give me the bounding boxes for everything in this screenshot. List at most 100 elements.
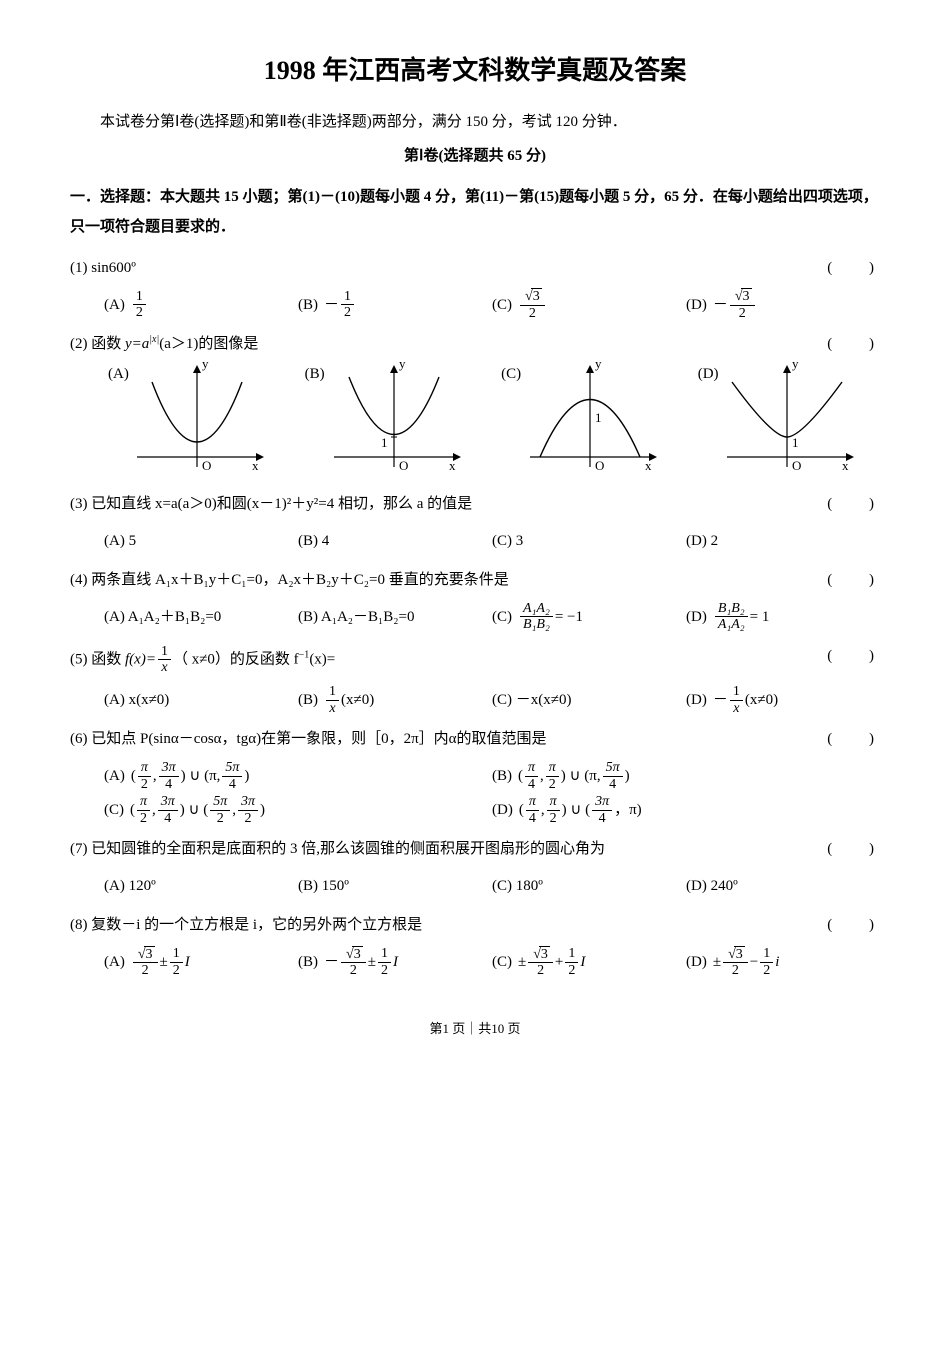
q7-opt-d: (D) 240º	[686, 869, 880, 903]
q2-b-label: (B)	[305, 362, 325, 386]
q1-stem-text: (1) sin600º	[70, 260, 136, 276]
q8cp: I	[580, 950, 585, 974]
q8ap: I	[185, 950, 190, 974]
q2-stem-sup: |x|	[149, 334, 159, 345]
q6c3d: 2	[210, 811, 230, 826]
q6b2d: 2	[546, 777, 559, 792]
q2-graph-d: (D) 1 y O x	[694, 362, 880, 482]
q5-b-label: (B)	[298, 688, 318, 712]
q6c3n: 5π	[210, 794, 230, 810]
svg-text:y: y	[792, 362, 799, 371]
q8br: 3	[352, 946, 363, 962]
q8cplus: +	[555, 950, 563, 974]
q2-d-label: (D)	[698, 362, 719, 386]
q6c2n: 3π	[158, 794, 178, 810]
q5-paren: ( )	[827, 644, 880, 668]
q7-opt-b: (B) 150º	[298, 869, 492, 903]
q6a3n: 5π	[222, 760, 242, 776]
question-3: (3) 已知直线 x=a(a＞0)和圆(x－1)²＋y²=4 相切，那么 a 的…	[70, 492, 880, 558]
q4-c-label: (C)	[492, 605, 512, 629]
q5-opt-d: (D) － 1x (x≠0)	[686, 683, 880, 717]
q8-opt-a: (A) 32 ± 12 I	[104, 945, 298, 979]
q4-opt-c: (C) A₁A₂B₁B₂ = −1	[492, 600, 686, 634]
q6b3d: 4	[603, 777, 623, 792]
q4-paren: ( )	[827, 568, 880, 592]
question-4: (4) 两条直线 A₁x＋B₁y＋C₁=0，A₂x＋B₂y＋C₂=0 垂直的充要…	[70, 568, 880, 634]
q7-opt-c: (C) 180º	[492, 869, 686, 903]
q4-c-post: = −1	[555, 605, 583, 629]
q1-opt-d: (D) － 32	[686, 288, 880, 322]
q8cpre: ±	[518, 950, 526, 974]
svg-text:O: O	[399, 458, 408, 473]
q4-c-den: B₁B₂	[520, 617, 553, 632]
q6-opt-d: (D) (π4,π2) ∪ (3π4，π)	[492, 793, 880, 827]
q6cm: ) ∪ (	[180, 798, 208, 822]
q3-opt-d: (D) 2	[686, 524, 880, 558]
q6dm: ) ∪ (	[562, 798, 590, 822]
q6c2d: 4	[158, 811, 178, 826]
q6ac: )	[244, 764, 249, 788]
q8bd: 2	[341, 963, 366, 978]
q8c2n: 1	[565, 946, 578, 962]
svg-text:x: x	[449, 458, 456, 473]
q4-d-label: (D)	[686, 605, 707, 629]
q6d3d: 4	[592, 811, 612, 826]
q6b1n: π	[525, 760, 538, 776]
q4-opt-a: (A) A₁A₂＋B₁B₂=0	[104, 600, 298, 634]
q6a1d: 2	[138, 777, 151, 792]
q6b3n: 5π	[603, 760, 623, 776]
q2-paren: ( )	[827, 332, 880, 356]
q6-opt-a: (A) (π2,3π4) ∪ (π,5π4)	[104, 759, 492, 793]
q5-fx: f(x)=	[125, 651, 156, 667]
q8bpm: ±	[368, 950, 376, 974]
q2-graphs: (A) y O x (B) 1 y	[104, 362, 880, 482]
q6a2n: 3π	[159, 760, 179, 776]
q6am: ) ∪ (π,	[181, 764, 221, 788]
q6cc: )	[260, 798, 265, 822]
page-footer: 第1 页｜共10 页	[70, 1019, 880, 1040]
q5-d-den: x	[730, 701, 743, 716]
q6d2n: π	[547, 794, 560, 810]
q6bc: )	[625, 764, 630, 788]
q8a2n: 1	[170, 946, 183, 962]
q5-b-den: x	[326, 701, 339, 716]
exam-subtitle: 本试卷分第Ⅰ卷(选择题)和第Ⅱ卷(非选择题)两部分，满分 150 分，考试 12…	[70, 110, 880, 134]
q4-opt-b: (B) A₁A₂－B₁B₂=0	[298, 600, 492, 634]
q5-opt-c: (C) －x(x≠0)	[492, 683, 686, 717]
svg-text:1: 1	[595, 410, 602, 425]
q4-d-den: A₁A₂	[715, 617, 748, 632]
svg-text:O: O	[202, 458, 211, 473]
q6-stem: (6) 已知点 P(sinα－cosα，tgα)在第一象限，则［0，2π］内α的…	[70, 727, 880, 751]
q5-stem-pre: (5) 函数	[70, 651, 125, 667]
q5-num: 1	[158, 644, 171, 660]
q6c4n: 3π	[238, 794, 258, 810]
q8bp: I	[393, 950, 398, 974]
q8b2n: 1	[378, 946, 391, 962]
q2-stem-post: (a＞1)的图像是	[159, 336, 258, 352]
svg-text:y: y	[595, 362, 602, 371]
q2-stem-pre: (2) 函数	[70, 336, 125, 352]
section-1-head: 一．选择题：本大题共 15 小题；第(1)－(10)题每小题 4 分，第(11)…	[70, 182, 880, 242]
q8-opt-b: (B) － 32 ± 12 I	[298, 945, 492, 979]
q8ad: 2	[133, 963, 158, 978]
q8dd: 2	[723, 963, 748, 978]
svg-text:1: 1	[381, 435, 388, 450]
q6bm: ) ∪ (π,	[561, 764, 601, 788]
graph-b-svg: 1 y O x	[319, 362, 469, 482]
q1-d-pre: －	[713, 293, 728, 317]
q8apm: ±	[160, 950, 168, 974]
q4-d-num: B₁B₂	[715, 601, 748, 617]
q1-b-pre: －	[324, 293, 339, 317]
q4-d-post: = 1	[750, 605, 770, 629]
q7-opt-a: (A) 120º	[104, 869, 298, 903]
question-8: (8) 复数－i 的一个立方根是 i，它的另外两个立方根是 ( ) (A) 32…	[70, 913, 880, 979]
q3-stem: (3) 已知直线 x=a(a＞0)和圆(x－1)²＋y²=4 相切，那么 a 的…	[70, 492, 880, 516]
q1-b-label: (B)	[298, 293, 318, 317]
q5-opt-b: (B) 1x (x≠0)	[298, 683, 492, 717]
q5-opt-a: (A) x(x≠0)	[104, 683, 298, 717]
q7-stem: (7) 已知圆锥的全面积是底面积的 3 倍,那么该圆锥的侧面积展开图扇形的圆心角…	[70, 837, 880, 861]
q2-graph-b: (B) 1 y O x	[301, 362, 487, 482]
q6ac1: ,	[153, 764, 157, 788]
q6d3n: 3π	[592, 794, 612, 810]
q1-opt-a: (A) 12	[104, 288, 298, 322]
